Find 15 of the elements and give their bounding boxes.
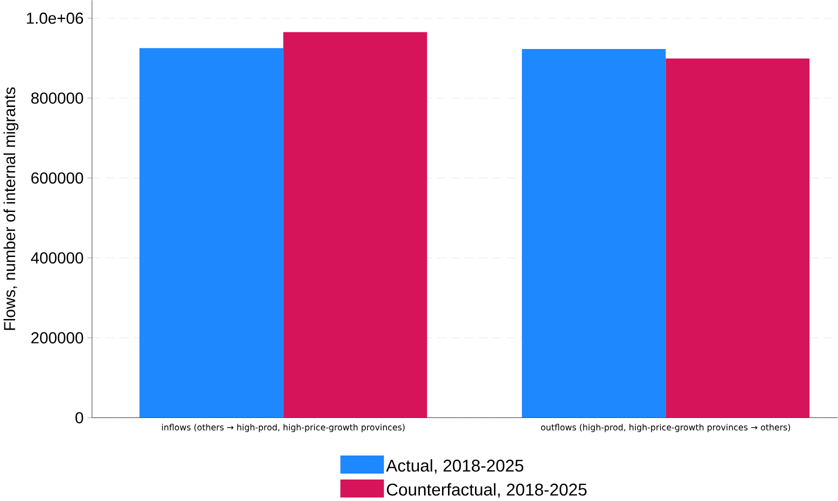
x-tick-label: inflows (others → high-prod, high-price-growth provinces) bbox=[162, 424, 405, 432]
legend-label: Actual, 2018-2025 bbox=[386, 459, 524, 474]
y-tick-label: 200000 bbox=[31, 332, 84, 344]
legend-label: Counterfactual, 2018-2025 bbox=[386, 483, 587, 498]
bar bbox=[666, 58, 810, 418]
bar bbox=[522, 48, 666, 418]
y-tick-label: 400000 bbox=[30, 252, 84, 264]
y-tick-label: 800000 bbox=[31, 92, 84, 104]
y-tick-label: 600000 bbox=[31, 172, 84, 184]
bar bbox=[283, 32, 428, 418]
x-tick-label: outflows (high-prod, high-price-growth provinces → others) bbox=[541, 424, 790, 432]
y-axis-title: Flows, number of internal migrants bbox=[4, 87, 18, 330]
y-tick-label: 0 bbox=[75, 412, 84, 424]
y-tick-label: 1.0e+06 bbox=[26, 12, 84, 24]
bar bbox=[139, 48, 284, 418]
